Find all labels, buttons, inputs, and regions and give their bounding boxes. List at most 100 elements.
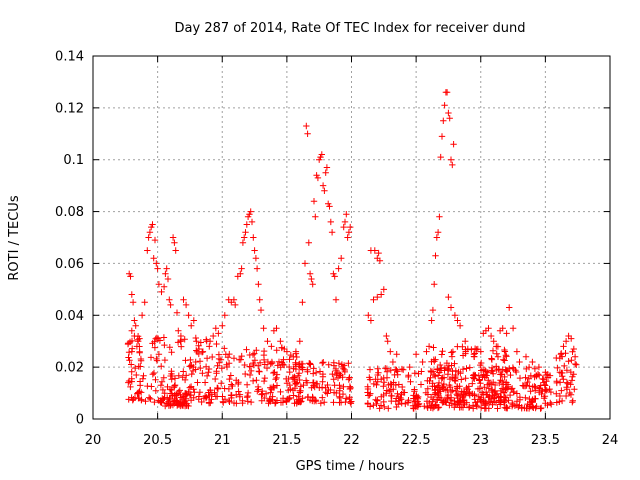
roti-point (218, 365, 225, 372)
roti-point (246, 351, 253, 359)
roti-point (417, 381, 425, 388)
roti-point (197, 339, 204, 346)
roti-point (372, 396, 379, 403)
roti-point (425, 343, 433, 350)
roti-point (172, 247, 179, 254)
roti-point (443, 359, 451, 367)
roti-point (158, 378, 166, 385)
roti-point (491, 387, 499, 395)
roti-point (199, 370, 206, 377)
roti-point (304, 130, 311, 137)
roti-point (568, 335, 575, 342)
roti-point (433, 234, 440, 241)
roti-point (477, 348, 484, 355)
roti-point (235, 380, 242, 388)
roti-point (465, 390, 472, 397)
roti-point (461, 401, 468, 408)
roti-point (294, 372, 302, 379)
roti-point (506, 304, 513, 311)
roti-point (133, 371, 140, 379)
roti-point (508, 403, 516, 410)
roti-point (454, 317, 461, 324)
roti-point (477, 404, 485, 411)
roti-point (124, 340, 132, 348)
roti-point (523, 365, 530, 373)
roti-point (374, 378, 381, 385)
roti-point (203, 338, 210, 345)
roti-point (131, 332, 138, 340)
roti-point (533, 372, 540, 379)
roti-point (438, 133, 446, 140)
roti-point (554, 364, 561, 372)
roti-point (494, 353, 502, 360)
roti-point (161, 341, 168, 349)
roti-point (136, 335, 143, 342)
roti-point (488, 364, 496, 372)
roti-point (328, 229, 336, 236)
roti-point (155, 335, 162, 342)
roti-point (302, 377, 310, 384)
roti-point (126, 357, 133, 364)
roti-point (502, 367, 510, 374)
roti-point (168, 372, 176, 380)
roti-point (485, 394, 492, 401)
roti-point (468, 346, 475, 353)
roti-point (128, 348, 135, 355)
roti-point (149, 221, 156, 228)
roti-point (447, 304, 455, 311)
roti-point (239, 397, 246, 404)
roti-point (364, 383, 371, 390)
roti-point (243, 221, 250, 228)
roti-point (445, 109, 452, 117)
roti-point (395, 381, 402, 388)
roti-point (194, 379, 201, 386)
roti-point (228, 392, 235, 399)
roti-point (152, 387, 159, 394)
roti-point (286, 381, 293, 389)
roti-point (230, 296, 238, 303)
roti-point (529, 397, 536, 404)
roti-point (187, 356, 194, 364)
roti-point (490, 398, 498, 405)
roti-point (439, 374, 446, 381)
roti-point (510, 365, 517, 373)
roti-point (283, 398, 290, 406)
roti-point (341, 366, 348, 374)
roti-point (147, 354, 155, 361)
roti-point (330, 362, 338, 369)
roti-point (374, 371, 381, 379)
roti-point (230, 355, 238, 362)
roti-point (259, 387, 266, 395)
roti-point (567, 391, 575, 398)
roti-point (452, 377, 459, 385)
roti-point (196, 389, 204, 396)
roti-point (153, 260, 160, 267)
roti-point (290, 392, 297, 399)
roti-point (437, 153, 444, 161)
roti-point (553, 379, 560, 387)
roti-point (337, 399, 345, 406)
roti-point (332, 296, 340, 303)
x-tick-label: 20.5 (143, 433, 172, 448)
roti-point (159, 386, 167, 394)
roti-point (380, 383, 387, 390)
roti-point (427, 404, 434, 411)
roti-point (546, 385, 553, 393)
roti-point (411, 386, 418, 393)
roti-point (173, 309, 181, 316)
roti-point (182, 357, 189, 364)
roti-point (429, 368, 437, 375)
roti-point (161, 356, 169, 364)
roti-point (272, 399, 279, 406)
roti-point (565, 358, 572, 365)
roti-point (314, 174, 322, 182)
roti-point (343, 211, 350, 218)
roti-point (309, 379, 317, 386)
roti-point (335, 265, 342, 272)
roti-point (383, 332, 390, 340)
roti-point (260, 325, 267, 332)
roti-point (287, 386, 294, 393)
roti-point (435, 372, 442, 379)
roti-point (219, 322, 226, 329)
roti-point (263, 364, 271, 372)
